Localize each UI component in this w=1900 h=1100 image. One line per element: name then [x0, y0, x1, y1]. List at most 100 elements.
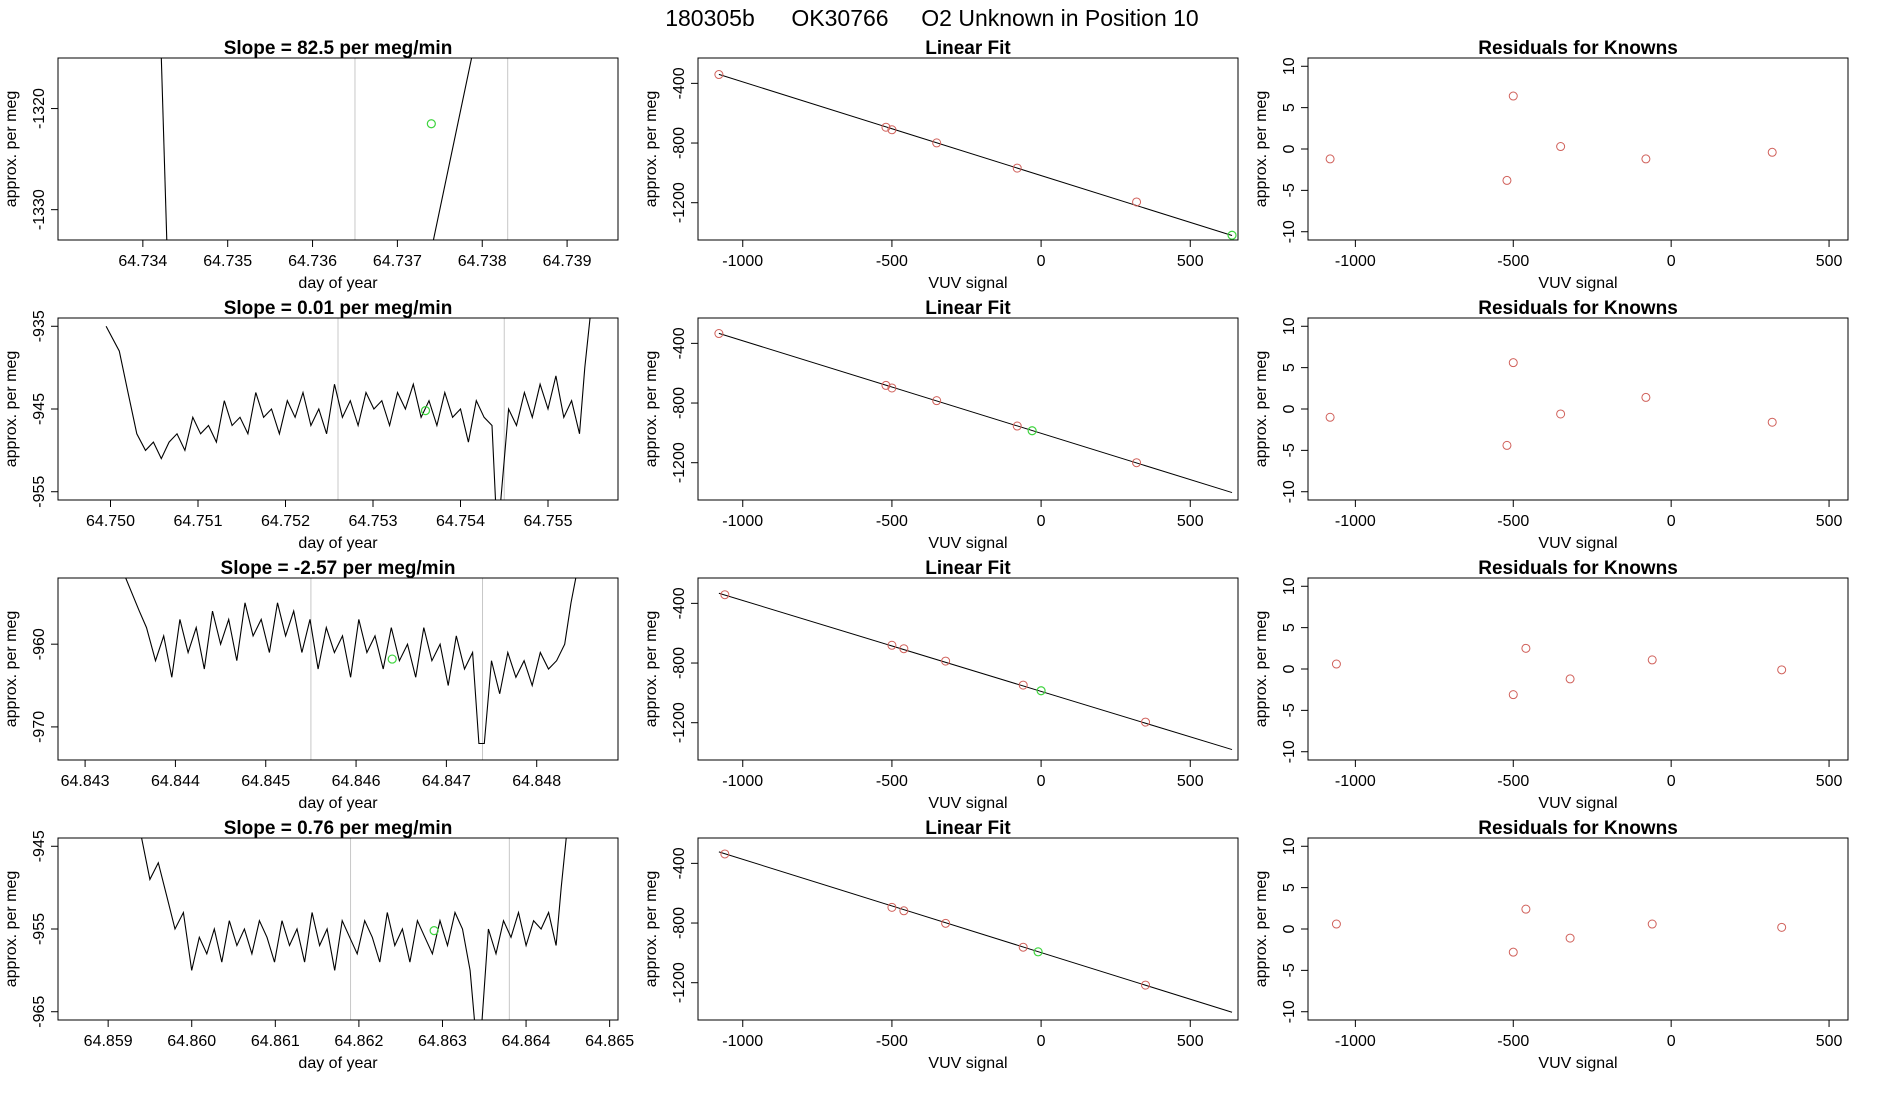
known-point — [1641, 392, 1651, 402]
x-axis-label: VUV signal — [1538, 535, 1617, 552]
y-tick-label: -10 — [1281, 1000, 1298, 1023]
y-tick-label: -800 — [671, 127, 688, 159]
known-point — [1565, 674, 1575, 684]
y-axis-label: approx. per meg — [3, 871, 20, 988]
plot-frame — [57, 837, 619, 1021]
x-tick-label: 64.865 — [585, 1033, 634, 1050]
known-point — [1502, 440, 1512, 450]
plot-frame — [1307, 317, 1849, 501]
unknown-point — [420, 406, 431, 416]
x-tick-label: -500 — [876, 1033, 908, 1050]
x-tick-label: 64.848 — [512, 773, 561, 790]
x-tick-label: 0 — [1667, 773, 1676, 790]
x-axis-label: VUV signal — [1538, 795, 1617, 812]
y-tick-label: -800 — [671, 907, 688, 939]
panel-title: Residuals for Knowns — [1478, 558, 1678, 579]
y-tick-label: 10 — [1281, 577, 1298, 595]
plot-frame — [57, 577, 619, 761]
plot-area — [125, 578, 577, 760]
x-axis-label: VUV signal — [928, 535, 1007, 552]
panel-residuals-row-1: Residuals for Knowns VUV signal approx. pe… — [1253, 38, 1849, 292]
unknown-point — [426, 119, 436, 129]
x-tick-label: 64.860 — [167, 1033, 216, 1050]
y-axis-label: approx. per meg — [3, 91, 20, 208]
unknown-point — [1033, 947, 1043, 957]
known-point — [1012, 163, 1022, 173]
x-axis-label: VUV signal — [1538, 1055, 1617, 1072]
x-tick-label: 64.734 — [118, 253, 167, 270]
y-axis-label: approx. per meg — [643, 91, 660, 208]
x-tick-label: 500 — [1177, 513, 1204, 530]
known-point — [1565, 933, 1575, 943]
y-tick-label: -945 — [31, 830, 48, 862]
x-axis-label: VUV signal — [928, 275, 1007, 292]
x-tick-label: 64.739 — [543, 253, 592, 270]
known-point — [1508, 91, 1518, 101]
x-tick-label: -1000 — [1335, 253, 1376, 270]
known-point — [1132, 458, 1142, 468]
series-line — [105, 318, 591, 500]
panel-title: Residuals for Knowns — [1478, 298, 1678, 319]
panels-grid: Slope = 82.5 per meg/min day of year appro… — [3, 38, 1849, 1072]
x-axis-label: day of year — [298, 795, 378, 812]
plot-area — [141, 838, 567, 1020]
x-axis-label: day of year — [298, 275, 378, 292]
x-tick-label: 64.847 — [422, 773, 471, 790]
panel-linear-fit-row-2: Linear Fit VUV signal approx. per meg -1000… — [643, 298, 1239, 552]
y-tick-label: -1200 — [671, 962, 688, 1003]
figure-supertitle: 180305b OK30766 O2 Unknown in Position 1… — [665, 5, 1198, 31]
panel-linear-fit-row-3: Linear Fit VUV signal approx. per meg -1000… — [643, 558, 1239, 812]
panel-residuals-row-4: Residuals for Knowns VUV signal approx. pe… — [1253, 818, 1849, 1072]
x-tick-label: 64.738 — [458, 253, 507, 270]
known-point — [1556, 409, 1566, 419]
x-tick-label: 64.751 — [174, 513, 223, 530]
x-tick-label: -500 — [876, 253, 908, 270]
plot-frame — [1307, 837, 1849, 1021]
fit-line — [718, 851, 1233, 1013]
series-line — [432, 58, 473, 240]
y-tick-label: -955 — [31, 476, 48, 508]
panel-title: Residuals for Knowns — [1478, 818, 1678, 839]
plot-frame — [697, 57, 1239, 241]
y-tick-label: -5 — [1281, 443, 1298, 457]
x-axis-label: day of year — [298, 535, 378, 552]
y-tick-label: 0 — [1281, 404, 1298, 413]
known-point — [1521, 643, 1531, 653]
y-axis-label: approx. per meg — [3, 611, 20, 728]
known-point — [714, 70, 724, 80]
plot-area — [1325, 91, 1777, 185]
plot-area — [718, 590, 1233, 751]
known-point — [1508, 358, 1518, 368]
unknown-point — [1027, 426, 1037, 436]
x-axis-label: VUV signal — [928, 795, 1007, 812]
known-point — [1556, 142, 1566, 152]
panel-time-series-row-4: Slope = 0.76 per meg/min day of year appro… — [3, 818, 634, 1072]
known-point — [1331, 919, 1341, 929]
y-tick-label: 10 — [1281, 317, 1298, 335]
plot-area — [714, 70, 1237, 240]
y-tick-label: -955 — [31, 913, 48, 945]
y-axis-label: approx. per meg — [1253, 871, 1270, 988]
x-tick-label: 64.844 — [151, 773, 200, 790]
plot-frame — [57, 57, 619, 241]
x-tick-label: 0 — [1037, 513, 1046, 530]
x-tick-label: 500 — [1816, 773, 1843, 790]
plot-frame — [697, 317, 1239, 501]
y-tick-label: -800 — [671, 647, 688, 679]
y-tick-label: -400 — [671, 847, 688, 879]
y-tick-label: 10 — [1281, 57, 1298, 75]
x-tick-label: -1000 — [1335, 513, 1376, 530]
x-tick-label: 64.862 — [334, 1033, 383, 1050]
y-tick-label: 5 — [1281, 103, 1298, 112]
sample-id: OK30766 — [791, 5, 888, 31]
panel-title: Residuals for Knowns — [1478, 38, 1678, 59]
y-axis-label: approx. per meg — [1253, 611, 1270, 728]
x-tick-label: -1000 — [722, 1033, 763, 1050]
fit-line — [718, 73, 1233, 237]
known-point — [941, 656, 951, 666]
panel-title: Slope = 0.01 per meg/min — [224, 298, 453, 319]
y-tick-label: 0 — [1281, 144, 1298, 153]
y-axis-label: approx. per meg — [1253, 91, 1270, 208]
known-point — [1641, 154, 1651, 164]
